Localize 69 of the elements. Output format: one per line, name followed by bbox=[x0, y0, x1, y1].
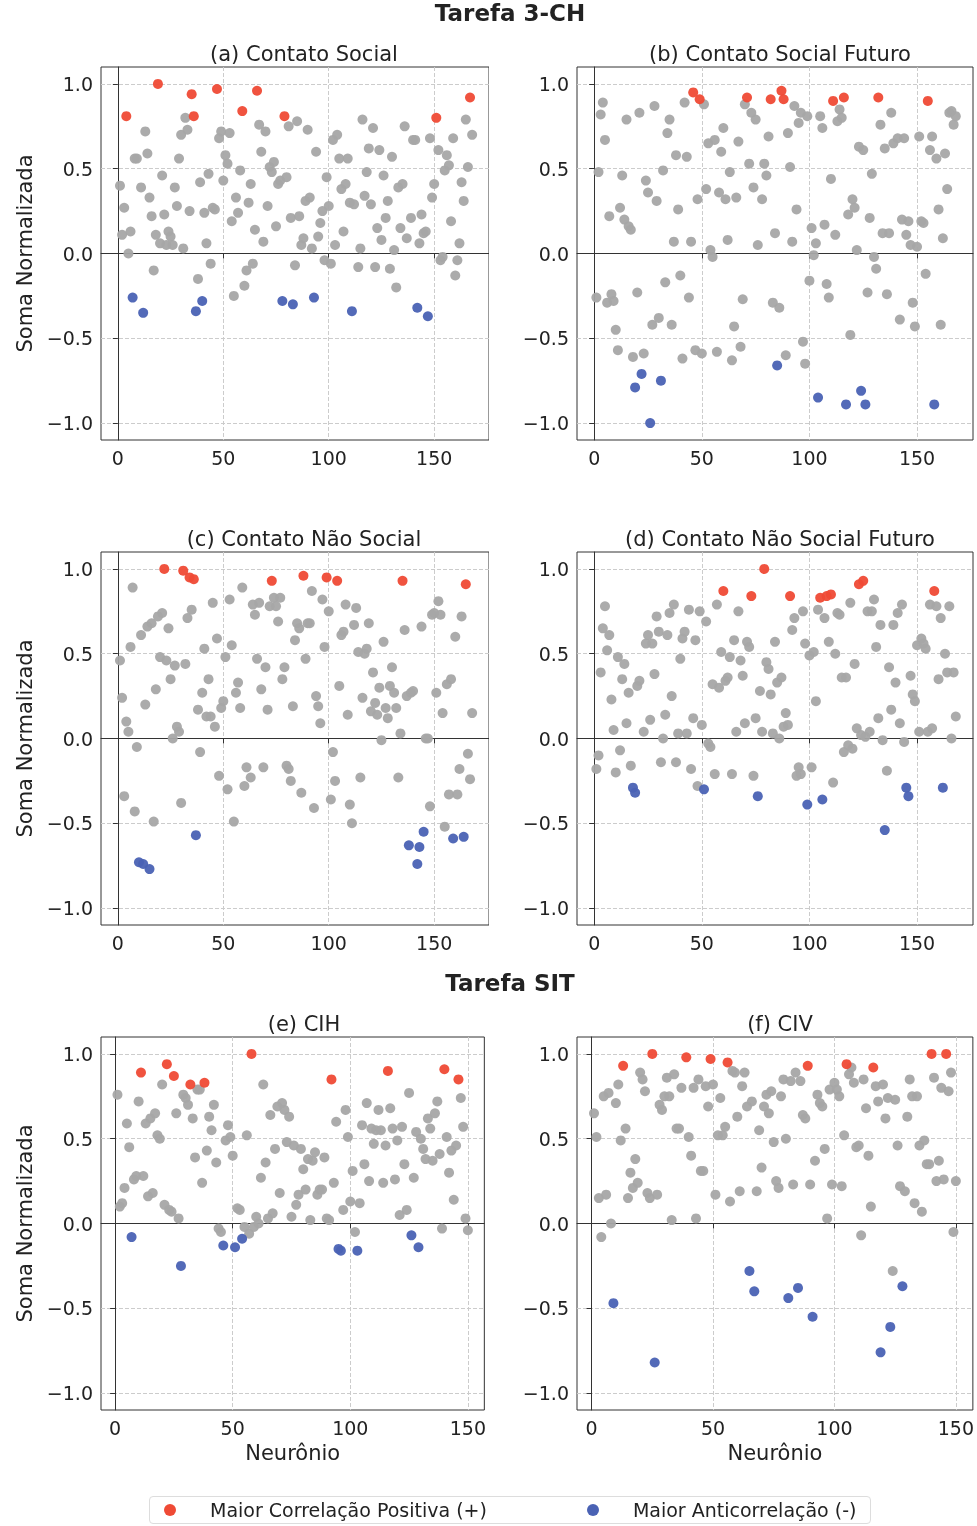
x-tick-label: 150 bbox=[416, 931, 453, 954]
x-axis-title: Neurônio bbox=[727, 1440, 823, 1465]
x-tick-label: 150 bbox=[416, 446, 453, 469]
x-tick-label: 0 bbox=[585, 1416, 598, 1439]
y-tick-label: −1.0 bbox=[46, 1382, 93, 1405]
x-tick-label: 0 bbox=[111, 446, 124, 469]
y-tick-label: 1.0 bbox=[62, 1042, 93, 1065]
y-tick-label: 0.5 bbox=[538, 157, 569, 180]
x-tick-label: 0 bbox=[111, 931, 124, 954]
x-tick-label: 100 bbox=[310, 446, 347, 469]
x-tick-label: 0 bbox=[588, 446, 601, 469]
chart-title: (b) Contato Social Futuro bbox=[649, 41, 911, 66]
text: Tarefa SIT bbox=[444, 969, 576, 997]
x-tick-label: 50 bbox=[211, 446, 236, 469]
y-tick-label: −0.5 bbox=[522, 812, 569, 835]
x-tick-label: 100 bbox=[791, 931, 828, 954]
x-tick-label: 100 bbox=[332, 1416, 369, 1439]
x-tick-label: 150 bbox=[937, 1416, 974, 1439]
x-axis-title: Neurônio bbox=[245, 1440, 341, 1465]
y-tick-label: −1.0 bbox=[46, 412, 93, 435]
y-tick-label: 0.0 bbox=[538, 242, 569, 265]
y-tick-label: 1.0 bbox=[538, 72, 569, 95]
y-axis-title: Soma Normalizada bbox=[13, 154, 38, 353]
y-tick-label: −1.0 bbox=[522, 1382, 569, 1405]
x-tick-label: 0 bbox=[588, 931, 601, 954]
text: Tarefa 3-CH bbox=[433, 0, 587, 27]
y-tick-label: −0.5 bbox=[46, 1297, 93, 1320]
x-tick-label: 150 bbox=[898, 931, 936, 954]
chart-title: (d) Contato Não Social Futuro bbox=[625, 526, 935, 551]
y-tick-label: −1.0 bbox=[522, 412, 569, 435]
y-axis-title: Soma Normalizada bbox=[13, 1124, 38, 1323]
y-tick-label: 0.5 bbox=[62, 157, 93, 180]
x-tick-label: 0 bbox=[109, 1416, 122, 1439]
x-tick-label: 100 bbox=[310, 931, 347, 954]
y-tick-label: 1.0 bbox=[62, 557, 93, 580]
y-tick-label: 0.0 bbox=[538, 727, 569, 750]
x-tick-label: 50 bbox=[211, 931, 236, 954]
x-tick-label: 150 bbox=[898, 446, 936, 469]
y-tick-label: −0.5 bbox=[46, 812, 93, 835]
y-tick-label: −0.5 bbox=[46, 327, 93, 350]
y-tick-label: −0.5 bbox=[522, 327, 569, 350]
y-tick-label: 0.5 bbox=[538, 1127, 569, 1150]
y-tick-label: 0.0 bbox=[62, 242, 93, 265]
y-tick-label: −0.5 bbox=[522, 1297, 569, 1320]
x-tick-label: 50 bbox=[689, 446, 714, 469]
y-tick-label: 1.0 bbox=[538, 557, 569, 580]
chart-title: (e) CIH bbox=[267, 1011, 341, 1036]
x-tick-label: 50 bbox=[689, 931, 714, 954]
x-tick-label: 100 bbox=[816, 1416, 853, 1439]
x-tick-label: 150 bbox=[449, 1416, 486, 1439]
y-tick-label: 1.0 bbox=[538, 1042, 569, 1065]
x-tick-label: 50 bbox=[220, 1416, 245, 1439]
y-tick-label: −1.0 bbox=[46, 897, 93, 920]
legend-label: Maior Anticorrelação (-) bbox=[632, 1499, 857, 1521]
x-tick-label: 100 bbox=[791, 446, 828, 469]
x-tick-label: 50 bbox=[700, 1416, 726, 1439]
y-tick-label: −1.0 bbox=[522, 897, 569, 920]
y-tick-label: 0.0 bbox=[538, 1212, 569, 1235]
chart-title: (a) Contato Social bbox=[210, 41, 398, 66]
y-tick-label: 0.5 bbox=[62, 1127, 93, 1150]
chart-title: (f) CIV bbox=[747, 1011, 814, 1036]
y-axis-title: Soma Normalizada bbox=[13, 639, 38, 838]
y-tick-label: 0.5 bbox=[538, 642, 569, 665]
y-tick-label: 0.0 bbox=[62, 1212, 93, 1235]
y-tick-label: 0.0 bbox=[62, 727, 93, 750]
legend-label: Maior Correlação Positiva (+) bbox=[210, 1499, 487, 1521]
chart-title: (c) Contato Não Social bbox=[186, 526, 422, 551]
y-tick-label: 0.5 bbox=[62, 642, 93, 665]
y-tick-label: 1.0 bbox=[62, 72, 93, 95]
